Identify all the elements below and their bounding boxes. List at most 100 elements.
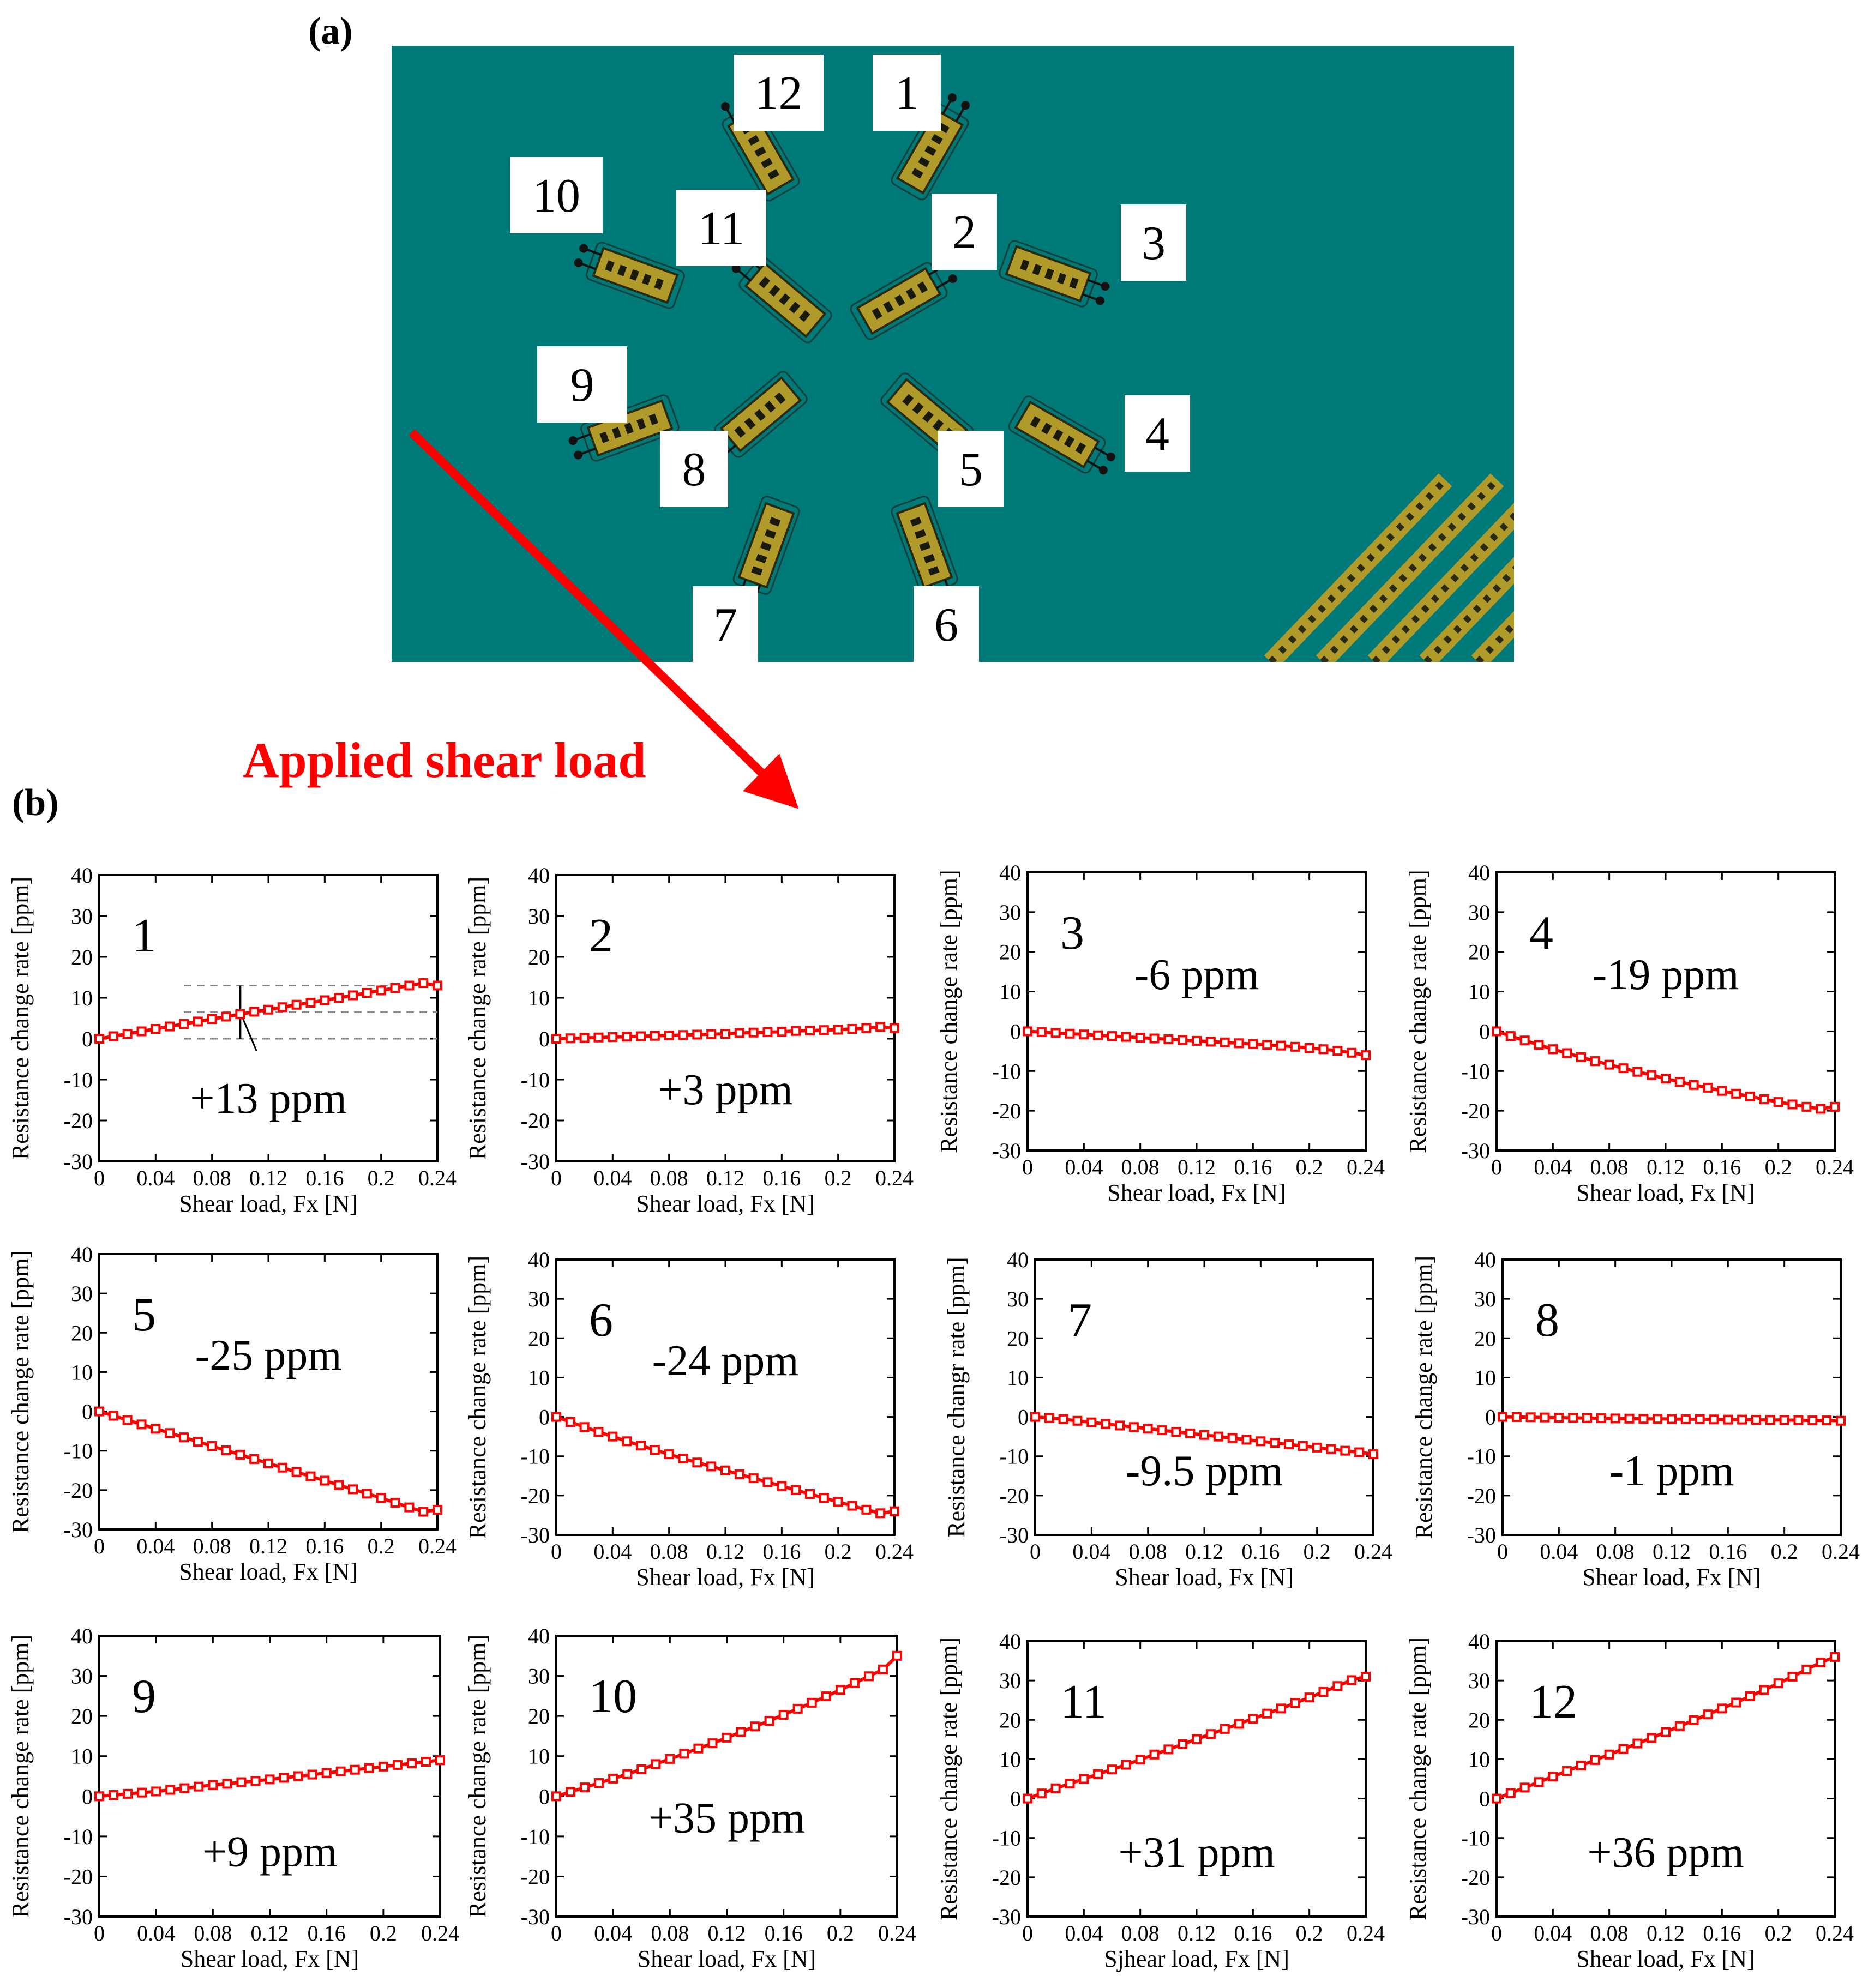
y-tick-label: 30 [528,1287,550,1311]
data-point [551,1412,561,1422]
sensor-label-3: 3 [1121,204,1186,281]
data-point [1234,1038,1244,1049]
data-point [348,990,358,1001]
y-tick-label: 20 [71,945,93,969]
x-tick-label: 0.16 [1234,1155,1272,1179]
data-point [594,1778,604,1788]
y-tick-label: 20 [1474,1326,1496,1351]
x-tick-label: 0 [94,1166,105,1190]
data-point [165,1021,175,1032]
data-point [418,978,429,988]
data-point [551,1791,561,1802]
x-tick-label: 0.16 [1703,1921,1741,1945]
data-point [636,1031,646,1041]
x-tick-label: 0.24 [875,1166,914,1190]
data-point [651,1759,661,1769]
data-point [1332,1046,1343,1056]
plot-frame [98,874,439,1162]
data-point [1787,1099,1798,1110]
data-point [1058,1414,1068,1424]
x-axis-label: Shear load, Fx [N] [636,1564,815,1591]
y-tick-label: 10 [528,1365,550,1390]
x-tick-label: 0.2 [1771,1539,1798,1564]
x-tick-label: 0.04 [136,1534,175,1558]
data-point [580,1782,590,1793]
data-point [1836,1415,1846,1426]
data-point [1604,1059,1614,1070]
svg-text:6: 6 [934,599,958,652]
data-point [1787,1671,1798,1682]
data-point [707,1738,718,1749]
y-tick-label: 10 [528,1744,550,1769]
y-tick-label: 0 [82,1027,93,1051]
data-point [1135,1755,1145,1765]
y-tick-label: 10 [71,1744,93,1769]
data-point [1347,1047,1357,1058]
data-point [1332,1681,1343,1691]
data-point [1596,1413,1606,1424]
y-tick-label: 20 [999,1708,1021,1732]
data-point [1610,1413,1620,1424]
x-tick-label: 0.24 [1354,1539,1392,1564]
data-point [608,1431,618,1442]
data-point [1318,1687,1329,1697]
svg-text:2: 2 [952,206,976,259]
data-point [1632,1067,1643,1077]
data-point [1248,1714,1258,1724]
x-tick-label: 0.16 [305,1534,344,1558]
data-point [1745,1091,1755,1101]
y-tick-label: 10 [1468,980,1490,1004]
change-annotation: +9 ppm [202,1828,337,1876]
data-point [1492,1793,1501,1804]
data-point [376,985,386,996]
data-point [1751,1414,1761,1425]
data-point [1340,1445,1350,1456]
data-point [1667,1414,1677,1424]
data-point [579,1422,590,1432]
data-point [734,1028,744,1038]
sensor-gauges [568,93,1115,607]
strain-gauge-2 [850,261,957,340]
data-point [762,1027,773,1037]
data-point [1709,1414,1719,1425]
change-annotation: +36 ppm [1587,1829,1744,1877]
data-point [1576,1052,1586,1062]
chart-number: 12 [1529,1676,1577,1728]
y-tick-label: 10 [1474,1365,1496,1390]
data-point [805,1489,815,1499]
x-tick-label: 0.08 [1596,1539,1635,1564]
data-point [335,1766,346,1776]
x-tick-label: 0.2 [1296,1155,1323,1179]
data-point [1632,1738,1643,1749]
data-point [1298,1441,1308,1451]
sensor-label-6: 6 [914,586,979,662]
y-tick-label: -20 [64,1864,93,1889]
y-tick-label: -10 [521,1824,550,1849]
data-point [1695,1414,1705,1424]
y-tick-label: -30 [64,1517,93,1542]
change-annotation: +31 ppm [1118,1829,1275,1877]
data-point [1759,1094,1769,1105]
data-point [305,998,316,1008]
data-point [165,1428,175,1438]
data-point [1163,1034,1174,1044]
y-tick-label: 0 [1479,1787,1490,1811]
sensor-label-2: 2 [932,194,997,270]
data-point [406,1758,417,1768]
sensor-label-1: 1 [873,55,941,131]
x-tick-label: 0.12 [706,1166,744,1190]
y-tick-label: -30 [1000,1523,1029,1547]
data-point [362,988,372,998]
x-tick-label: 0.2 [1765,1155,1792,1179]
y-tick-label: -30 [64,1905,93,1929]
y-tick-label: -30 [992,1138,1021,1163]
data-point [1568,1413,1578,1423]
data-point [250,1776,261,1786]
data-point [1801,1664,1812,1674]
data-point [334,993,344,1003]
chart-number: 3 [1060,907,1084,960]
x-tick-label: 0.04 [136,1166,175,1190]
data-point [1525,1412,1536,1423]
x-tick-label: 0 [94,1921,105,1945]
data-point [1185,1428,1196,1438]
